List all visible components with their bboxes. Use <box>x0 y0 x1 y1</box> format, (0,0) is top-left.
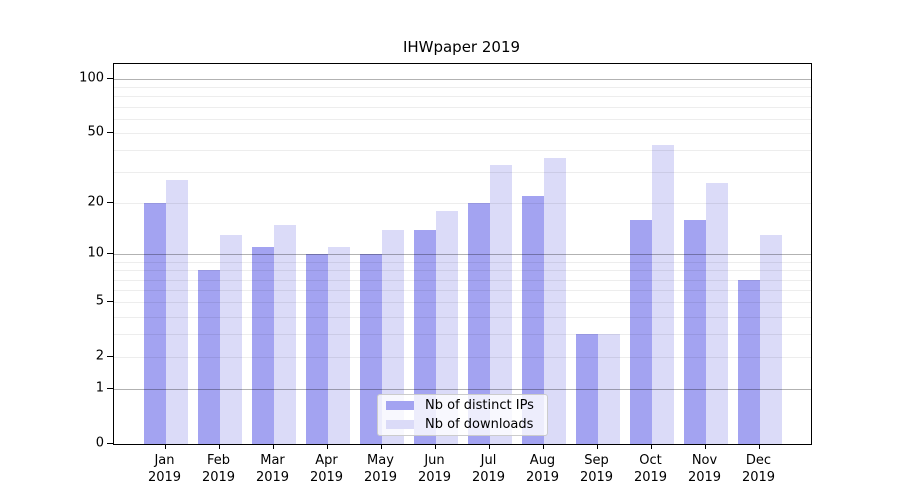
x-tick-jun <box>434 444 436 449</box>
y-tick-2 <box>107 356 113 358</box>
x-tick-oct <box>650 444 652 449</box>
y-tick-20 <box>107 202 113 204</box>
x-tick-label-jan: Jan 2019 <box>147 453 182 485</box>
x-tick-aug <box>542 444 544 449</box>
x-tick-label-oct: Oct 2019 <box>633 453 668 485</box>
y-tick-label-2: 2 <box>95 348 104 364</box>
x-tick-label-feb: Feb 2019 <box>201 453 236 485</box>
bar-distinct-ips-mar <box>251 247 274 444</box>
legend: Nb of distinct IPs Nb of downloads <box>377 394 548 436</box>
gridline-minor-40 <box>114 150 811 152</box>
plot-area <box>113 63 812 445</box>
bar-distinct-ips-jan <box>143 203 166 444</box>
bar-downloads-may <box>381 229 404 444</box>
legend-swatch-distinct-ips <box>386 401 414 410</box>
x-tick-label-apr: Apr 2019 <box>309 453 344 485</box>
chart-title: IHWpaper 2019 <box>402 38 521 56</box>
gridline-minor-90 <box>114 87 811 89</box>
bar-downloads-oct <box>651 144 674 444</box>
gridline-minor-80 <box>114 96 811 98</box>
x-tick-label-jul: Jul 2019 <box>471 453 506 485</box>
bar-distinct-ips-aug <box>521 195 544 444</box>
bar-downloads-feb <box>219 235 242 444</box>
gridline-minor-50 <box>114 132 811 134</box>
gridline-minor-30 <box>114 172 811 174</box>
bar-distinct-ips-nov <box>683 219 706 444</box>
x-tick-label-may: May 2019 <box>363 453 398 485</box>
x-tick-dec <box>758 444 760 449</box>
bar-distinct-ips-jun <box>413 229 436 444</box>
gridline-minor-60 <box>114 118 811 120</box>
bar-distinct-ips-may <box>359 254 382 444</box>
bar-downloads-nov <box>705 183 728 444</box>
x-tick-label-mar: Mar 2019 <box>255 453 290 485</box>
y-tick-100 <box>107 77 113 79</box>
x-tick-sep <box>596 444 598 449</box>
bar-downloads-jan <box>165 180 188 444</box>
x-tick-may <box>380 444 382 449</box>
x-tick-feb <box>218 444 220 449</box>
x-tick-label-dec: Dec 2019 <box>741 453 776 485</box>
y-tick-1 <box>107 388 113 390</box>
y-tick-label-10: 10 <box>87 245 104 261</box>
y-tick-label-1: 1 <box>95 380 104 396</box>
bar-downloads-mar <box>273 224 296 444</box>
y-tick-label-20: 20 <box>87 194 104 210</box>
bar-downloads-dec <box>759 235 782 444</box>
legend-label-distinct-ips: Nb of distinct IPs <box>425 398 534 413</box>
legend-entry-downloads: Nb of downloads <box>386 415 547 434</box>
bar-downloads-sep <box>597 334 620 444</box>
y-tick-label-50: 50 <box>87 124 104 140</box>
gridline-major-100 <box>114 78 811 80</box>
bar-distinct-ips-oct <box>629 219 652 444</box>
bar-distinct-ips-sep <box>575 334 598 444</box>
x-tick-label-jun: Jun 2019 <box>417 453 452 485</box>
y-tick-10 <box>107 253 113 255</box>
x-tick-label-sep: Sep 2019 <box>579 453 614 485</box>
x-tick-jan <box>164 444 166 449</box>
bar-downloads-aug <box>543 158 566 444</box>
bar-distinct-ips-jul <box>467 203 490 444</box>
y-tick-label-5: 5 <box>95 293 104 309</box>
x-tick-nov <box>704 444 706 449</box>
y-tick-label-100: 100 <box>79 70 104 86</box>
x-tick-label-aug: Aug 2019 <box>525 453 560 485</box>
legend-entry-distinct-ips: Nb of distinct IPs <box>386 396 547 415</box>
y-tick-0 <box>107 443 113 444</box>
bar-downloads-jun <box>435 211 458 444</box>
bar-downloads-jul <box>489 165 512 444</box>
legend-swatch-downloads <box>386 420 414 429</box>
legend-label-downloads: Nb of downloads <box>425 417 534 432</box>
x-tick-label-nov: Nov 2019 <box>687 453 722 485</box>
gridline-minor-70 <box>114 106 811 108</box>
x-tick-jul <box>488 444 490 449</box>
y-tick-50 <box>107 131 113 133</box>
y-tick-5 <box>107 301 113 303</box>
bar-distinct-ips-apr <box>305 254 328 444</box>
y-tick-label-0: 0 <box>95 435 104 451</box>
x-tick-apr <box>326 444 328 449</box>
bar-distinct-ips-dec <box>737 279 760 444</box>
bar-downloads-apr <box>327 247 350 444</box>
x-tick-mar <box>272 444 274 449</box>
bar-distinct-ips-feb <box>197 270 220 444</box>
